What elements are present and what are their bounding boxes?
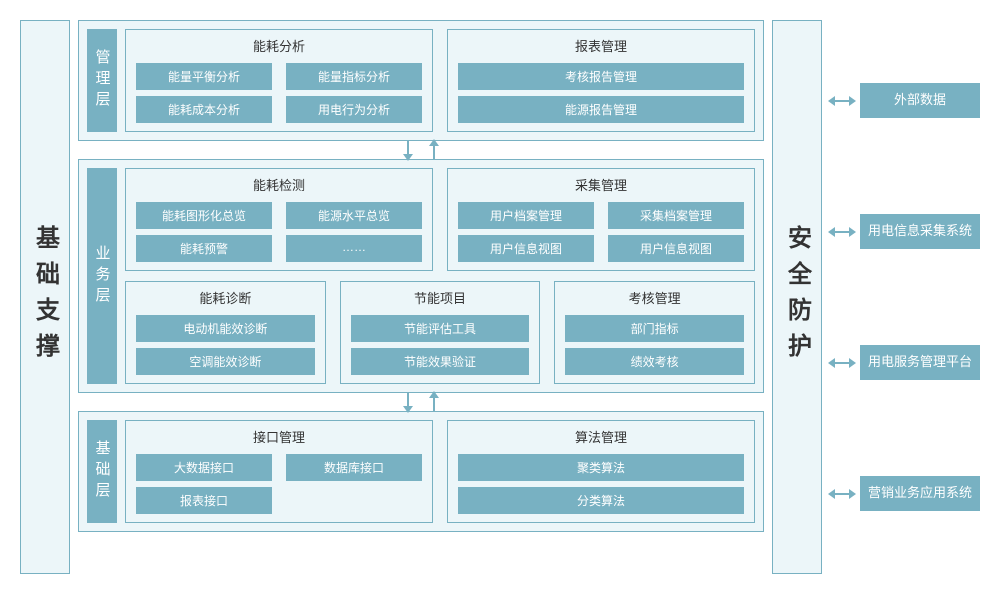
group-title: 能耗分析 [253, 36, 305, 57]
module-button: 电动机能效诊断 [136, 315, 315, 342]
group-box: 能耗检测能耗图形化总览能源水平总览能耗预警 …… [125, 168, 433, 271]
group-title: 接口管理 [253, 427, 305, 448]
button-grid: 电动机能效诊断空调能效诊断 [136, 315, 315, 375]
module-button: 能源报告管理 [458, 96, 744, 123]
group-box: 能耗诊断电动机能效诊断空调能效诊断 [125, 281, 326, 384]
button-grid: 用户档案管理采集档案管理用户信息视图用户信息视图 [458, 202, 744, 262]
group-row: 能耗分析能量平衡分析能量指标分析能耗成本分析用电行为分析报表管理考核报告管理能源… [125, 29, 755, 132]
arrow-down-icon [402, 141, 414, 159]
group-row: 能耗诊断电动机能效诊断空调能效诊断节能项目节能评估工具节能效果验证考核管理部门指… [125, 281, 755, 384]
button-grid: 节能评估工具节能效果验证 [351, 315, 530, 375]
arrow-connector [78, 141, 764, 159]
arrow-connector [78, 393, 764, 411]
module-button: 大数据接口 [136, 454, 272, 481]
group-title: 考核管理 [629, 288, 681, 309]
external-row: 营销业务应用系统 [830, 476, 980, 510]
external-row: 用电服务管理平台 [830, 345, 980, 379]
group-box: 采集管理用户档案管理采集档案管理用户信息视图用户信息视图 [447, 168, 755, 271]
module-button: 空调能效诊断 [136, 348, 315, 375]
module-button: 节能评估工具 [351, 315, 530, 342]
external-system-box: 外部数据 [860, 83, 980, 117]
pillar-right: 安全防护 [772, 20, 822, 574]
group-row: 能耗检测能耗图形化总览能源水平总览能耗预警 …… 采集管理用户档案管理采集档案管理用… [125, 168, 755, 271]
layer-body: 接口管理大数据接口数据库接口报表接口算法管理聚类算法分类算法 [125, 420, 755, 523]
group-box: 能耗分析能量平衡分析能量指标分析能耗成本分析用电行为分析 [125, 29, 433, 132]
layer-label: 业务层 [87, 168, 117, 384]
group-box: 接口管理大数据接口数据库接口报表接口 [125, 420, 433, 523]
module-button: 考核报告管理 [458, 63, 744, 90]
layer-body: 能耗分析能量平衡分析能量指标分析能耗成本分析用电行为分析报表管理考核报告管理能源… [125, 29, 755, 132]
group-box: 节能项目节能评估工具节能效果验证 [340, 281, 541, 384]
module-button: 报表接口 [136, 487, 272, 514]
module-button: …… [286, 235, 422, 262]
module-button: 聚类算法 [458, 454, 744, 481]
button-grid: 能耗图形化总览能源水平总览能耗预警 …… [136, 202, 422, 262]
layer-row: 基础层接口管理大数据接口数据库接口报表接口算法管理聚类算法分类算法 [78, 411, 764, 532]
group-title: 采集管理 [575, 175, 627, 196]
module-button: 用电行为分析 [286, 96, 422, 123]
layer-row: 管理层能耗分析能量平衡分析能量指标分析能耗成本分析用电行为分析报表管理考核报告管… [78, 20, 764, 141]
pillar-left: 基础支撑 [20, 20, 70, 574]
button-grid: 大数据接口数据库接口报表接口 [136, 454, 422, 514]
layer-body: 能耗检测能耗图形化总览能源水平总览能耗预警 …… 采集管理用户档案管理采集档案管理用… [125, 168, 755, 384]
group-title: 能耗检测 [253, 175, 305, 196]
layer-label: 基础层 [87, 420, 117, 523]
group-row: 接口管理大数据接口数据库接口报表接口算法管理聚类算法分类算法 [125, 420, 755, 523]
layer-row: 业务层 能耗检测能耗图形化总览能源水平总览能耗预警 …… 采集管理用户档案管理采集档案… [78, 159, 764, 393]
group-title: 能耗诊断 [199, 288, 251, 309]
bidirectional-arrow-icon [830, 94, 854, 108]
module-button: 分类算法 [458, 487, 744, 514]
module-button: 用户信息视图 [608, 235, 744, 262]
module-button: 能量指标分析 [286, 63, 422, 90]
arrow-down-icon [402, 393, 414, 411]
module-button: 部门指标 [565, 315, 744, 342]
layer-label: 管理层 [87, 29, 117, 132]
architecture-diagram: 基础支撑 管理层能耗分析能量平衡分析能量指标分析能耗成本分析用电行为分析报表管理… [20, 20, 980, 574]
bidirectional-arrow-icon [830, 487, 854, 501]
group-box: 报表管理考核报告管理能源报告管理 [447, 29, 755, 132]
module-button: 用户信息视图 [458, 235, 594, 262]
arrow-up-icon [428, 393, 440, 411]
module-button: 数据库接口 [286, 454, 422, 481]
external-system-box: 用电信息采集系统 [860, 214, 980, 248]
module-button: 能耗成本分析 [136, 96, 272, 123]
button-grid: 聚类算法分类算法 [458, 454, 744, 514]
button-grid: 部门指标绩效考核 [565, 315, 744, 375]
module-button: 能量平衡分析 [136, 63, 272, 90]
external-row: 外部数据 [830, 83, 980, 117]
bidirectional-arrow-icon [830, 225, 854, 239]
group-title: 节能项目 [414, 288, 466, 309]
bidirectional-arrow-icon [830, 356, 854, 370]
group-box: 考核管理部门指标绩效考核 [554, 281, 755, 384]
module-button: 采集档案管理 [608, 202, 744, 229]
module-button: 能源水平总览 [286, 202, 422, 229]
external-system-box: 用电服务管理平台 [860, 345, 980, 379]
external-row: 用电信息采集系统 [830, 214, 980, 248]
module-button: 能耗图形化总览 [136, 202, 272, 229]
group-title: 报表管理 [575, 36, 627, 57]
group-box: 算法管理聚类算法分类算法 [447, 420, 755, 523]
button-grid: 考核报告管理能源报告管理 [458, 63, 744, 123]
external-systems: 外部数据用电信息采集系统用电服务管理平台营销业务应用系统 [830, 20, 980, 574]
group-title: 算法管理 [575, 427, 627, 448]
module-button: 能耗预警 [136, 235, 272, 262]
arrow-up-icon [428, 141, 440, 159]
module-button: 绩效考核 [565, 348, 744, 375]
button-grid: 能量平衡分析能量指标分析能耗成本分析用电行为分析 [136, 63, 422, 123]
layers-column: 管理层能耗分析能量平衡分析能量指标分析能耗成本分析用电行为分析报表管理考核报告管… [78, 20, 764, 574]
external-system-box: 营销业务应用系统 [860, 476, 980, 510]
module-button: 用户档案管理 [458, 202, 594, 229]
module-button: 节能效果验证 [351, 348, 530, 375]
